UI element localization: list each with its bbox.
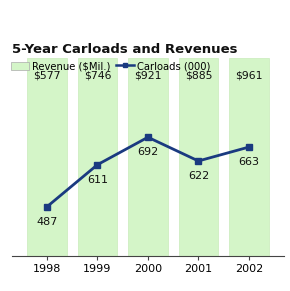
Bar [179,58,218,256]
Bar [229,58,269,256]
Text: $746: $746 [84,70,111,80]
Text: 5-Year Carloads and Revenues: 5-Year Carloads and Revenues [12,43,237,56]
Text: $961: $961 [235,70,263,80]
Text: 487: 487 [36,217,58,227]
Text: $921: $921 [134,70,162,80]
Text: 692: 692 [137,147,159,157]
Bar [27,58,67,256]
Bar [78,58,117,256]
Text: 611: 611 [87,175,108,184]
Text: $885: $885 [185,70,212,80]
Legend: Revenue ($Mil.), Carloads (000): Revenue ($Mil.), Carloads (000) [11,61,210,71]
Bar [128,58,168,256]
Text: 622: 622 [188,171,209,181]
Text: 663: 663 [238,157,259,167]
Text: $577: $577 [33,70,61,80]
